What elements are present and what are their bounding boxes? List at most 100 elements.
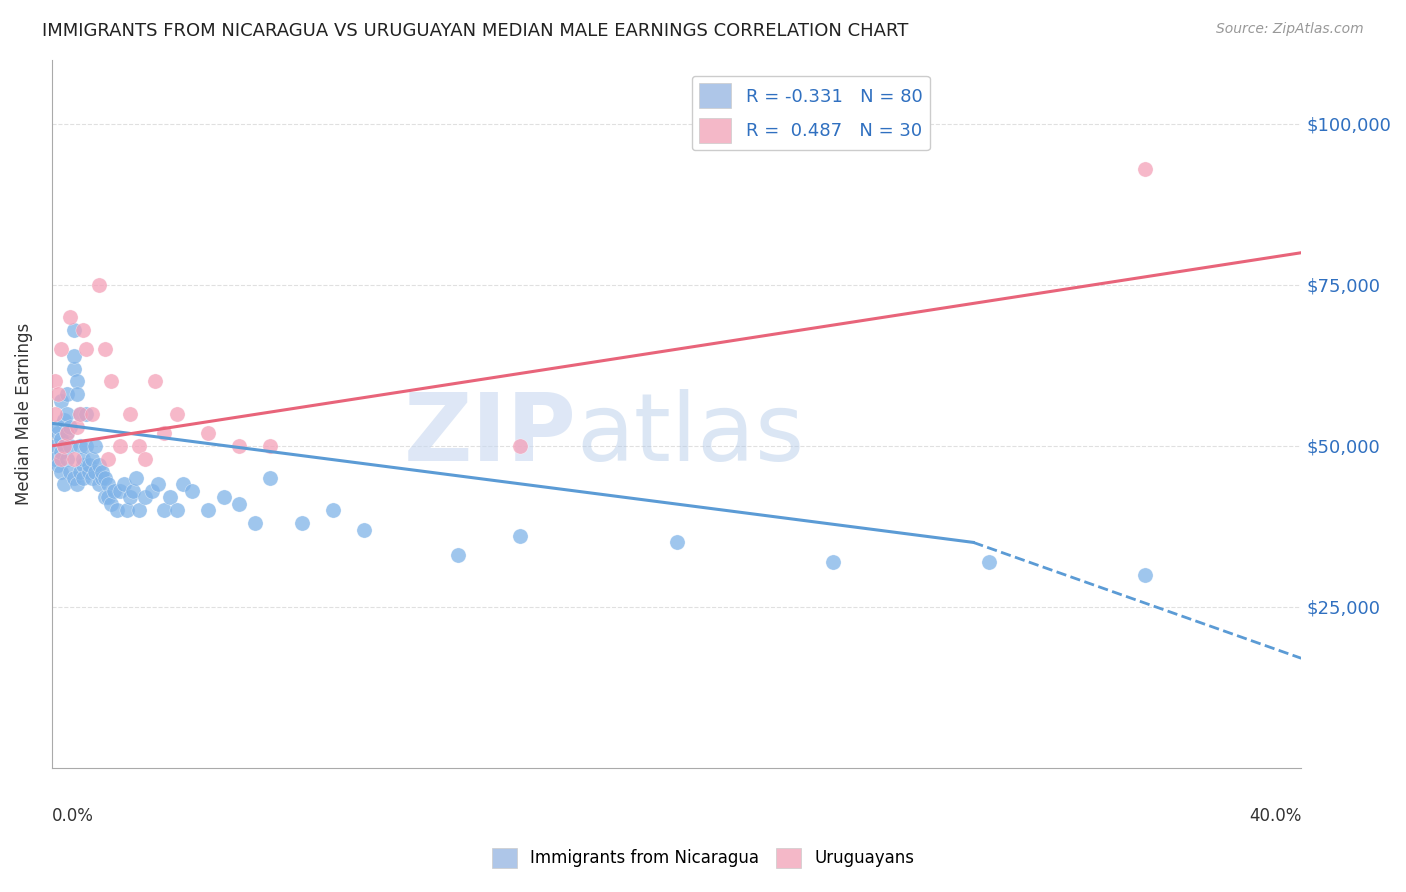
Point: [509, 529, 531, 543]
Point: [118, 407, 141, 421]
Point: [100, 497, 122, 511]
Point: [146, 477, 169, 491]
Point: [821, 555, 844, 569]
Point: [59, 310, 82, 324]
Point: [69, 465, 91, 479]
Point: [159, 491, 181, 505]
Point: [977, 555, 1000, 569]
Point: [87, 277, 110, 292]
Point: [134, 451, 156, 466]
Point: [72, 451, 94, 466]
Text: 0.0%: 0.0%: [52, 806, 94, 824]
Point: [56, 451, 79, 466]
Point: [46, 425, 69, 440]
Point: [153, 503, 176, 517]
Point: [291, 516, 314, 530]
Point: [69, 407, 91, 421]
Point: [82, 451, 104, 466]
Point: [166, 407, 188, 421]
Point: [46, 387, 69, 401]
Point: [44, 451, 66, 466]
Point: [87, 458, 110, 472]
Point: [75, 407, 97, 421]
Point: [97, 451, 120, 466]
Point: [322, 503, 344, 517]
Point: [94, 343, 117, 357]
Legend: R = -0.331   N = 80, R =  0.487   N = 30: R = -0.331 N = 80, R = 0.487 N = 30: [692, 76, 929, 150]
Point: [122, 483, 145, 498]
Point: [509, 439, 531, 453]
Point: [66, 375, 89, 389]
Point: [134, 491, 156, 505]
Point: [46, 458, 69, 472]
Point: [69, 407, 91, 421]
Point: [69, 439, 91, 453]
Point: [62, 323, 84, 337]
Y-axis label: Median Male Earnings: Median Male Earnings: [15, 323, 32, 505]
Point: [90, 465, 112, 479]
Point: [128, 439, 150, 453]
Point: [447, 549, 470, 563]
Point: [72, 471, 94, 485]
Point: [128, 503, 150, 517]
Point: [75, 343, 97, 357]
Point: [49, 445, 72, 459]
Point: [49, 393, 72, 408]
Point: [259, 471, 281, 485]
Point: [90, 471, 112, 485]
Point: [94, 491, 117, 505]
Point: [44, 375, 66, 389]
Point: [197, 503, 219, 517]
Point: [56, 425, 79, 440]
Point: [259, 439, 281, 453]
Point: [62, 451, 84, 466]
Point: [66, 387, 89, 401]
Point: [1133, 567, 1156, 582]
Point: [66, 419, 89, 434]
Point: [110, 483, 132, 498]
Point: [49, 451, 72, 466]
Point: [84, 465, 107, 479]
Point: [172, 477, 194, 491]
Point: [53, 439, 76, 453]
Point: [212, 491, 235, 505]
Point: [77, 465, 100, 479]
Point: [56, 387, 79, 401]
Point: [44, 407, 66, 421]
Point: [125, 471, 148, 485]
Point: [103, 483, 125, 498]
Text: ZIP: ZIP: [404, 389, 576, 481]
Point: [77, 458, 100, 472]
Point: [228, 439, 250, 453]
Point: [228, 497, 250, 511]
Point: [84, 439, 107, 453]
Point: [353, 523, 375, 537]
Point: [97, 477, 120, 491]
Point: [87, 477, 110, 491]
Point: [82, 407, 104, 421]
Point: [53, 413, 76, 427]
Point: [197, 425, 219, 440]
Point: [75, 439, 97, 453]
Point: [105, 503, 128, 517]
Point: [166, 503, 188, 517]
Point: [66, 477, 89, 491]
Legend: Immigrants from Nicaragua, Uruguayans: Immigrants from Nicaragua, Uruguayans: [485, 841, 921, 875]
Point: [141, 483, 163, 498]
Point: [112, 477, 135, 491]
Point: [53, 477, 76, 491]
Point: [56, 407, 79, 421]
Point: [153, 425, 176, 440]
Point: [100, 375, 122, 389]
Point: [46, 419, 69, 434]
Point: [53, 439, 76, 453]
Point: [62, 471, 84, 485]
Point: [59, 419, 82, 434]
Point: [72, 458, 94, 472]
Point: [665, 535, 688, 549]
Point: [72, 323, 94, 337]
Point: [118, 491, 141, 505]
Point: [49, 465, 72, 479]
Point: [115, 503, 138, 517]
Text: Source: ZipAtlas.com: Source: ZipAtlas.com: [1216, 22, 1364, 37]
